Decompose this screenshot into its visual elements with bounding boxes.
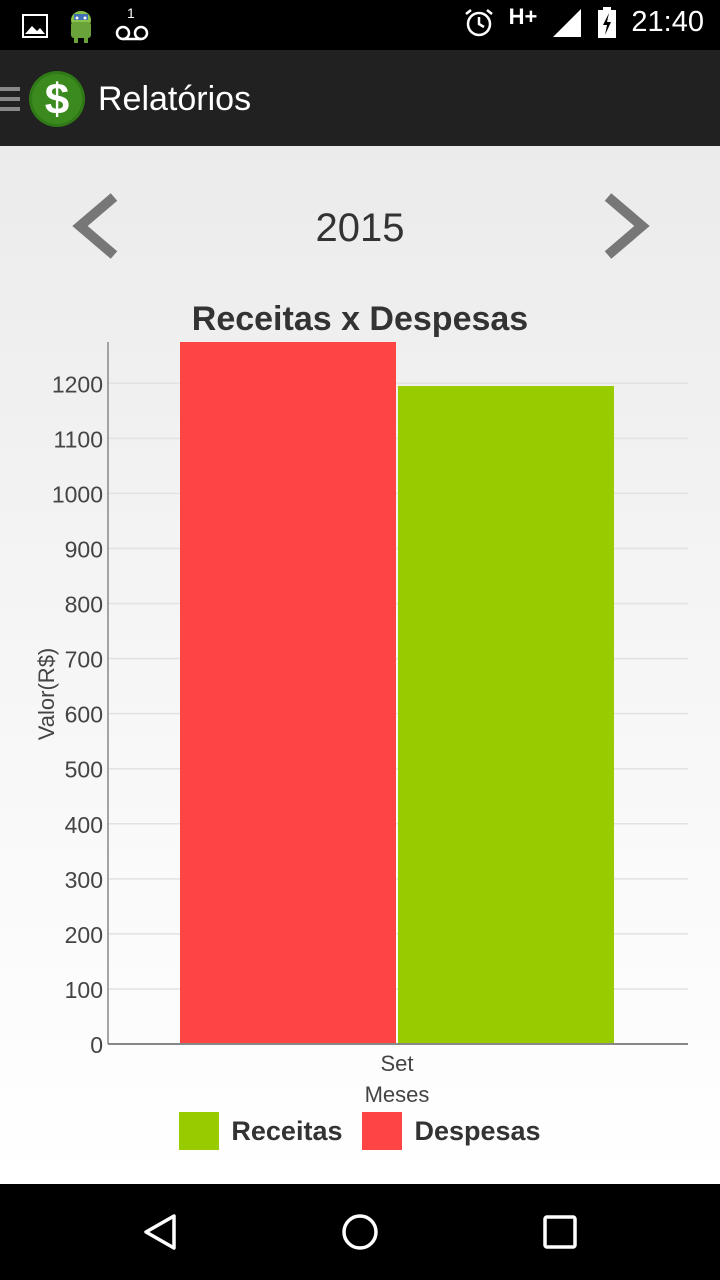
y-tick-label: 1100: [54, 426, 103, 452]
recents-icon[interactable]: [540, 1212, 580, 1252]
report-content: 2015 Receitas x Despesas 0 100 200 300 400 50…: [0, 146, 720, 1184]
y-tick-label: 1200: [52, 371, 103, 397]
legend-swatch-receitas: [179, 1112, 220, 1150]
y-tick-label: 0: [90, 1032, 103, 1058]
y-tick-label: 100: [65, 977, 103, 1003]
x-axis-label: Meses: [365, 1082, 430, 1106]
y-tick-label: 1000: [52, 481, 103, 507]
y-axis-label: Valor(R$): [34, 648, 59, 741]
system-nav-bar: [0, 1184, 720, 1280]
home-icon[interactable]: [340, 1212, 380, 1252]
legend-item-despesas: Despesas: [362, 1112, 541, 1150]
voicemail-count: 1: [127, 5, 135, 21]
next-year-button[interactable]: [596, 191, 656, 261]
page-title: Relatórios: [98, 80, 252, 118]
alarm-icon: [464, 8, 493, 36]
y-tick-label: 400: [65, 812, 103, 838]
previous-year-button[interactable]: [66, 191, 126, 261]
legend-swatch-despesas: [362, 1112, 403, 1150]
y-tick-label: 600: [65, 702, 103, 728]
dollar-icon[interactable]: $: [28, 70, 86, 128]
status-bar: 1 H+ 21:40: [0, 0, 720, 50]
year-label: 2015: [315, 206, 405, 250]
y-tick-label: 900: [65, 536, 103, 562]
signal-icon: [553, 8, 582, 37]
bar-receitas: [398, 386, 614, 1044]
battery-icon: [598, 6, 617, 38]
network-type: H+: [508, 3, 538, 29]
android-icon: [71, 11, 91, 43]
svg-text:$: $: [45, 75, 69, 124]
image-icon: [22, 14, 48, 38]
y-tick-label: 200: [65, 922, 103, 948]
back-icon[interactable]: [140, 1212, 180, 1252]
y-tick-label: 700: [65, 647, 103, 673]
app-bar: $ Relatórios: [0, 50, 720, 146]
bar-despesas: [180, 342, 396, 1044]
y-tick-label: 300: [65, 867, 103, 893]
legend-item-receitas: Receitas: [179, 1112, 342, 1150]
y-tick-label: 800: [65, 592, 103, 618]
clock: 21:40: [631, 6, 704, 38]
legend-label-receitas: Receitas: [231, 1115, 343, 1146]
chart-title: Receitas x Despesas: [191, 300, 529, 338]
x-tick-label: Set: [380, 1051, 413, 1076]
bar-chart: 0 100 200 300 400 500 600 700 800 900 1000 1100 1200…: [34, 342, 688, 1106]
drawer-menu-icon[interactable]: [0, 86, 20, 112]
chart-legend: Receitas Despesas: [0, 1112, 720, 1150]
y-tick-label: 500: [65, 757, 103, 783]
legend-label-despesas: Despesas: [414, 1115, 541, 1146]
voicemail-icon: 1: [114, 5, 150, 43]
